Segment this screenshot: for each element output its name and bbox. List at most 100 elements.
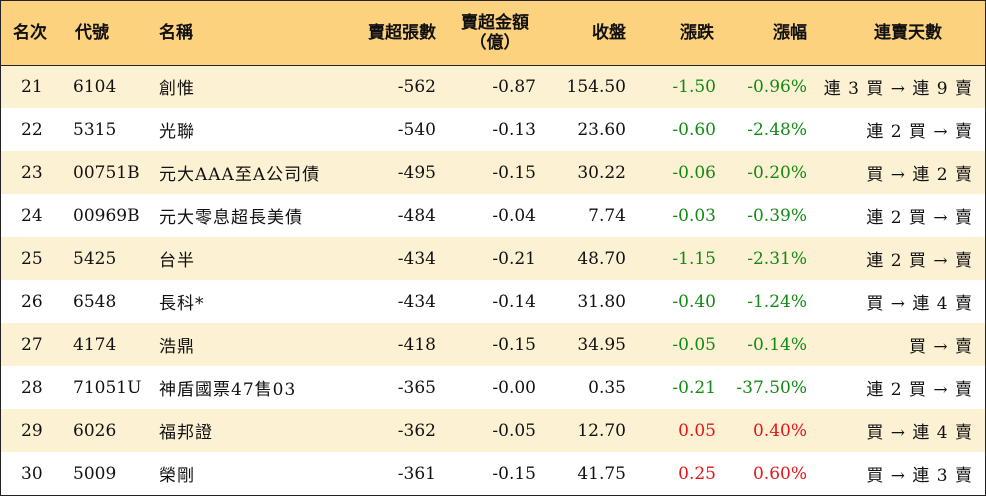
header-code: 代號 bbox=[71, 1, 153, 66]
cell-code: 6104 bbox=[73, 76, 117, 97]
cell-change-pct: -37.50% bbox=[736, 377, 807, 398]
cell-change-pct: -2.48% bbox=[747, 119, 807, 140]
cell-change-pct: -0.96% bbox=[747, 76, 807, 97]
table-row[interactable]: 24 00969B 元大零息超長美債 -484 -0.04 7.74 -0.03 -0.39%… bbox=[1, 194, 985, 237]
cell-change: -0.60 bbox=[672, 119, 716, 140]
table-row[interactable]: 27 4174 浩鼎 -418 -0.15 34.95 -0.05 -0.14% 買 → 賣 bbox=[1, 323, 985, 366]
table-row[interactable]: 22 5315 光聯 -540 -0.13 23.60 -0.60 -2.48% 連 2 買 →… bbox=[1, 108, 985, 151]
cell-close: 0.35 bbox=[588, 377, 626, 398]
table-row[interactable]: 29 6026 福邦證 -362 -0.05 12.70 0.05 0.40% 買 → 連 4 … bbox=[1, 409, 985, 452]
header-change-pct: 漲幅 bbox=[716, 1, 807, 66]
cell-sell-lots: -361 bbox=[397, 463, 436, 484]
cell-rank: 23 bbox=[21, 162, 43, 183]
cell-close: 154.50 bbox=[566, 76, 626, 97]
cell-close: 48.70 bbox=[577, 248, 626, 269]
cell-stock-name: 福邦證 bbox=[159, 423, 213, 443]
cell-code: 5009 bbox=[73, 463, 117, 484]
cell-change-pct: -2.31% bbox=[747, 248, 807, 269]
cell-rank: 21 bbox=[21, 76, 43, 97]
cell-close: 23.60 bbox=[577, 119, 626, 140]
cell-sell-amount: -0.15 bbox=[492, 162, 536, 183]
cell-close: 41.75 bbox=[577, 463, 626, 484]
cell-streak: 買 → 連 4 賣 bbox=[866, 423, 973, 443]
cell-rank: 29 bbox=[21, 420, 43, 441]
cell-change: 0.05 bbox=[678, 420, 716, 441]
table-row[interactable]: 21 6104 創惟 -562 -0.87 154.50 -1.50 -0.96% 連 3 買 … bbox=[1, 65, 985, 108]
cell-stock-name: 浩鼎 bbox=[159, 337, 195, 357]
cell-close: 30.22 bbox=[577, 162, 626, 183]
table-row[interactable]: 25 5425 台半 -434 -0.21 48.70 -1.15 -2.31% 連 2 買 →… bbox=[1, 237, 985, 280]
cell-change: -0.21 bbox=[672, 377, 716, 398]
cell-code: 71051U bbox=[73, 377, 142, 398]
table-row[interactable]: 30 5009 榮剛 -361 -0.15 41.75 0.25 0.60% 買 → 連 3 賣 bbox=[1, 452, 985, 495]
cell-stock-name: 元大AAA至A公司債 bbox=[159, 165, 321, 185]
cell-change: -1.50 bbox=[672, 76, 716, 97]
cell-code: 6548 bbox=[73, 291, 117, 312]
cell-sell-amount: -0.00 bbox=[492, 377, 536, 398]
cell-sell-amount: -0.14 bbox=[492, 291, 536, 312]
cell-sell-amount: -0.13 bbox=[492, 119, 536, 140]
cell-close: 31.80 bbox=[577, 291, 626, 312]
cell-streak: 買 → 連 2 賣 bbox=[866, 165, 973, 185]
cell-sell-amount: -0.21 bbox=[492, 248, 536, 269]
cell-streak: 連 3 買 → 連 9 賣 bbox=[823, 79, 973, 100]
cell-change-pct: -1.24% bbox=[747, 291, 807, 312]
cell-streak: 買 → 賣 bbox=[908, 337, 973, 357]
cell-sell-lots: -484 bbox=[397, 205, 436, 226]
cell-sell-lots: -365 bbox=[397, 377, 436, 398]
cell-streak: 連 2 買 → 賣 bbox=[866, 380, 973, 400]
cell-stock-name: 元大零息超長美債 bbox=[159, 208, 303, 228]
header-sell-lots: 賣超張數 bbox=[347, 1, 436, 66]
table-header-row: 名次 代號 名稱 賣超張數 賣超金額 （億） 收盤 漲跌 漲幅 連賣天數 bbox=[1, 1, 985, 66]
cell-rank: 25 bbox=[21, 248, 43, 269]
table-row[interactable]: 26 6548 長科* -434 -0.14 31.80 -0.40 -1.24% 買 → 連 … bbox=[1, 280, 985, 323]
cell-rank: 22 bbox=[21, 119, 43, 140]
cell-change-pct: -0.39% bbox=[747, 205, 807, 226]
cell-close: 34.95 bbox=[577, 334, 626, 355]
cell-stock-name: 台半 bbox=[159, 251, 195, 271]
cell-streak: 買 → 連 3 賣 bbox=[866, 466, 973, 486]
header-sell-amount-line2: （億） bbox=[469, 32, 521, 53]
cell-rank: 27 bbox=[21, 334, 43, 355]
cell-change: -0.05 bbox=[672, 334, 716, 355]
header-streak: 連賣天數 bbox=[807, 1, 985, 66]
cell-change: -0.40 bbox=[672, 291, 716, 312]
cell-code: 4174 bbox=[73, 334, 117, 355]
header-change: 漲跌 bbox=[626, 1, 716, 66]
cell-rank: 24 bbox=[21, 205, 43, 226]
cell-stock-name: 榮剛 bbox=[159, 466, 195, 486]
header-close: 收盤 bbox=[536, 1, 626, 66]
cell-sell-amount: -0.04 bbox=[492, 205, 536, 226]
cell-streak: 買 → 連 4 賣 bbox=[866, 294, 973, 314]
cell-streak: 連 2 買 → 賣 bbox=[866, 208, 973, 228]
cell-code: 00969B bbox=[73, 205, 140, 226]
cell-change-pct: 0.40% bbox=[752, 420, 807, 441]
cell-change: 0.25 bbox=[678, 463, 716, 484]
cell-streak: 連 2 買 → 賣 bbox=[866, 251, 973, 271]
cell-code: 5425 bbox=[73, 248, 117, 269]
cell-sell-amount: -0.05 bbox=[492, 420, 536, 441]
cell-code: 00751B bbox=[73, 162, 140, 183]
cell-stock-name: 光聯 bbox=[159, 122, 195, 142]
cell-sell-lots: -434 bbox=[397, 248, 436, 269]
header-name: 名稱 bbox=[153, 1, 347, 66]
cell-sell-lots: -540 bbox=[397, 119, 436, 140]
cell-stock-name: 創惟 bbox=[159, 79, 195, 100]
cell-change-pct: 0.60% bbox=[752, 463, 807, 484]
cell-sell-lots: -495 bbox=[397, 162, 436, 183]
cell-streak: 連 2 買 → 賣 bbox=[866, 122, 973, 142]
cell-change: -0.03 bbox=[672, 205, 716, 226]
table-row[interactable]: 23 00751B 元大AAA至A公司債 -495 -0.15 30.22 -0.06 -0.… bbox=[1, 151, 985, 194]
header-rank: 名次 bbox=[1, 1, 71, 66]
cell-sell-lots: -434 bbox=[397, 291, 436, 312]
cell-change: -1.15 bbox=[672, 248, 716, 269]
header-sell-amount: 賣超金額 （億） bbox=[436, 1, 536, 66]
cell-code: 6026 bbox=[73, 420, 117, 441]
table-body: 21 6104 創惟 -562 -0.87 154.50 -1.50 -0.96% 連 3 買 … bbox=[1, 65, 985, 495]
cell-rank: 30 bbox=[21, 463, 43, 484]
cell-sell-lots: -418 bbox=[397, 334, 436, 355]
table-row[interactable]: 28 71051U 神盾國票47售03 -365 -0.00 0.35 -0.21 -37.5… bbox=[1, 366, 985, 409]
cell-change: -0.06 bbox=[672, 162, 716, 183]
